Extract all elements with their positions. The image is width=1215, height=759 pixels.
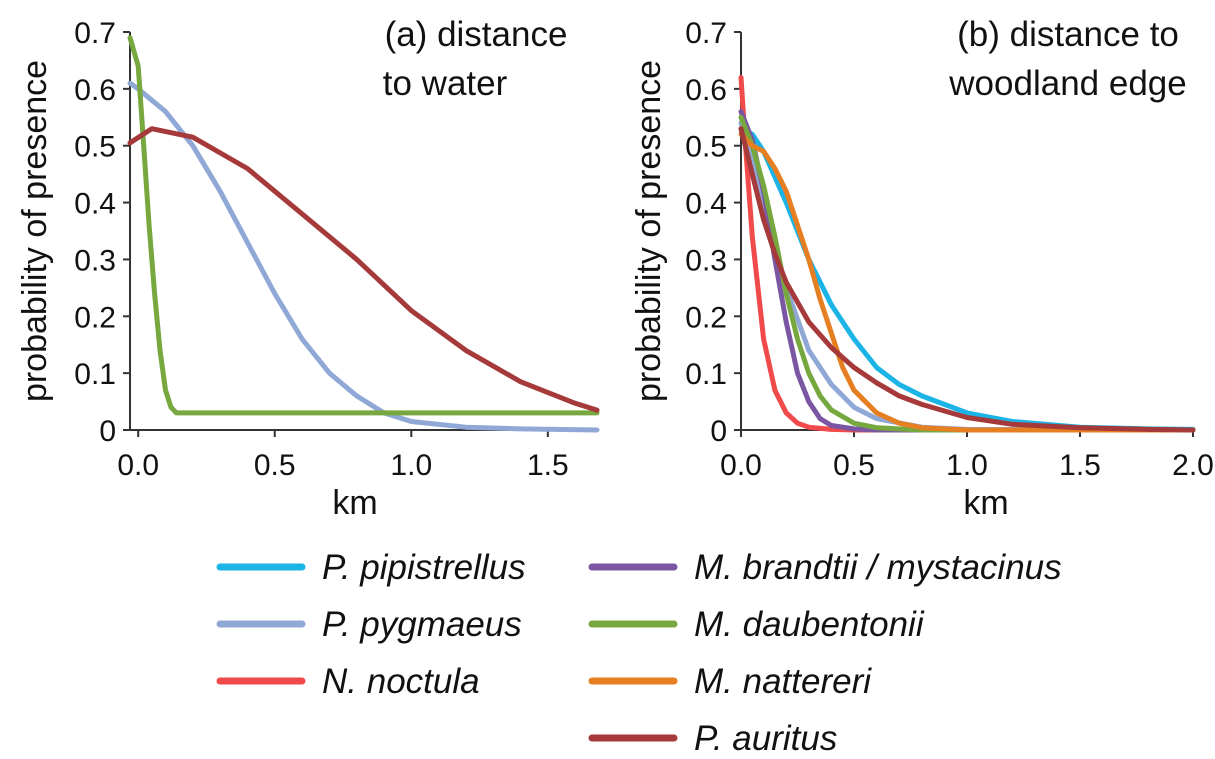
panel-b-title-line-2: woodland edge (948, 64, 1186, 103)
panel-a-y-ticks: 0 0.1 0.2 0.3 0.4 0.5 0.6 0.7 (74, 17, 130, 448)
panel-b-y-tick-label: 0.2 (685, 301, 727, 334)
panel-b-line-p-pipistrellus (738, 126, 1196, 432)
panel-a-y-tick-label: 0.3 (74, 244, 116, 277)
panel-a-x-tick-label: 1.0 (390, 449, 432, 482)
legend-label: P. auritus (694, 719, 837, 758)
panel-a-title-line-2: to water (383, 64, 508, 103)
legend-label: M. nattereri (694, 662, 872, 701)
panel-b-series (738, 75, 1196, 433)
panel-b-distance-to-woodland-edge: 0 0.1 0.2 0.3 0.4 0.5 0.6 0.7 0.0 0.5 1.0 1.5 2.0 k… (630, 15, 1214, 522)
panel-a-x-tick-label: 0.0 (117, 449, 159, 482)
panel-b-y-tick-label: 0.6 (685, 74, 727, 107)
panel-a-x-tick-label: 0.5 (254, 449, 296, 482)
panel-b-y-tick-label: 0.7 (685, 17, 727, 50)
panel-b-x-ticks: 0.0 0.5 1.0 1.5 2.0 (720, 430, 1214, 482)
legend-label: P. pygmaeus (322, 605, 522, 644)
panel-a-y-tick-label: 0.6 (74, 74, 116, 107)
panel-a-series (127, 35, 600, 433)
panel-a-y-axis-label: probability of presence (16, 60, 54, 402)
panel-b-x-tick-label: 1.5 (1059, 449, 1101, 482)
panel-b-line-p-pygmaeus (738, 120, 1196, 433)
panel-a-line-p-auritus (127, 126, 600, 413)
panel-b-y-axis-label: probability of presence (630, 60, 668, 402)
panel-b-y-tick-label: 0.3 (685, 244, 727, 277)
legend-label: M. daubentonii (694, 605, 925, 644)
panel-b-line-m-daubentonii (738, 114, 1196, 433)
panel-a-line-m-daubentonii (127, 35, 600, 416)
panel-a-y-tick-label: 0.2 (74, 301, 116, 334)
panel-a-y-tick-label: 0.7 (74, 17, 116, 50)
panel-b-line-m-brandtii-mystacinus (738, 109, 1196, 433)
panel-a-y-tick-label: 0 (99, 415, 116, 448)
legend-label: P. pipistrellus (322, 548, 526, 587)
panel-b-title-line-1: (b) distance to (957, 15, 1179, 54)
panel-b-x-tick-label: 0.0 (720, 449, 762, 482)
legend-label: N. noctula (322, 662, 480, 701)
panel-b-y-tick-label: 0.5 (685, 131, 727, 164)
legend: P. pipistrellus P. pygmaeus N. noctula M. b… (216, 548, 1062, 758)
panel-b-y-tick-label: 0.1 (685, 358, 727, 391)
panel-a-x-axis-label: km (332, 484, 377, 522)
panel-b-y-tick-label: 0.4 (685, 188, 727, 221)
panel-b-line-n-noctula (738, 75, 1196, 433)
panel-a-distance-to-water: 0 0.1 0.2 0.3 0.4 0.5 0.6 0.7 0.0 0.5 1.0 1.5 km p… (16, 15, 600, 522)
panel-b-y-tick-label: 0 (710, 415, 727, 448)
panel-b-line-m-nattereri (738, 131, 1196, 433)
panel-a-x-tick-label: 1.5 (527, 449, 569, 482)
panel-a-y-tick-label: 0.1 (74, 358, 116, 391)
panel-b-y-ticks: 0 0.1 0.2 0.3 0.4 0.5 0.6 0.7 (685, 17, 741, 448)
panel-b-x-tick-label: 1.0 (946, 449, 988, 482)
panel-a-line-p-pygmaeus (127, 80, 600, 433)
panel-b-x-tick-label: 0.5 (833, 449, 875, 482)
panel-a-y-tick-label: 0.4 (74, 188, 116, 221)
panel-b-x-tick-label: 2.0 (1172, 449, 1214, 482)
panel-a-title-line-1: (a) distance (385, 15, 568, 54)
panel-a-y-tick-label: 0.5 (74, 131, 116, 164)
legend-label: M. brandtii / mystacinus (694, 548, 1062, 587)
panel-a-x-ticks: 0.0 0.5 1.0 1.5 (117, 430, 569, 482)
panel-b-x-axis-label: km (963, 484, 1008, 522)
panel-b-line-p-auritus (738, 126, 1196, 433)
